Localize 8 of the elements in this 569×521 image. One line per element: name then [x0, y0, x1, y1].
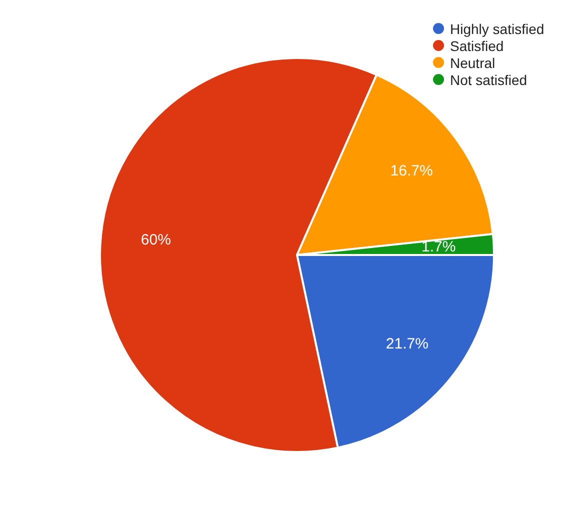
data-label: 16.7%	[390, 162, 433, 180]
data-label: 60%	[140, 231, 171, 248]
legend-label: Highly satisfied	[450, 20, 544, 36]
legend-label: Not satisfied	[450, 72, 528, 88]
data-label: 21.7%	[386, 335, 428, 352]
data-label: 1.7%	[422, 238, 456, 256]
legend-label: Neutral	[450, 54, 496, 70]
legend-label: Satisfied	[450, 38, 504, 54]
